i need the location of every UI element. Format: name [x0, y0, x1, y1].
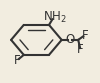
Text: F: F [82, 29, 88, 42]
Text: F: F [14, 54, 20, 67]
Text: O: O [65, 33, 75, 46]
Text: F: F [77, 43, 83, 56]
Text: NH$_2$: NH$_2$ [43, 10, 67, 25]
